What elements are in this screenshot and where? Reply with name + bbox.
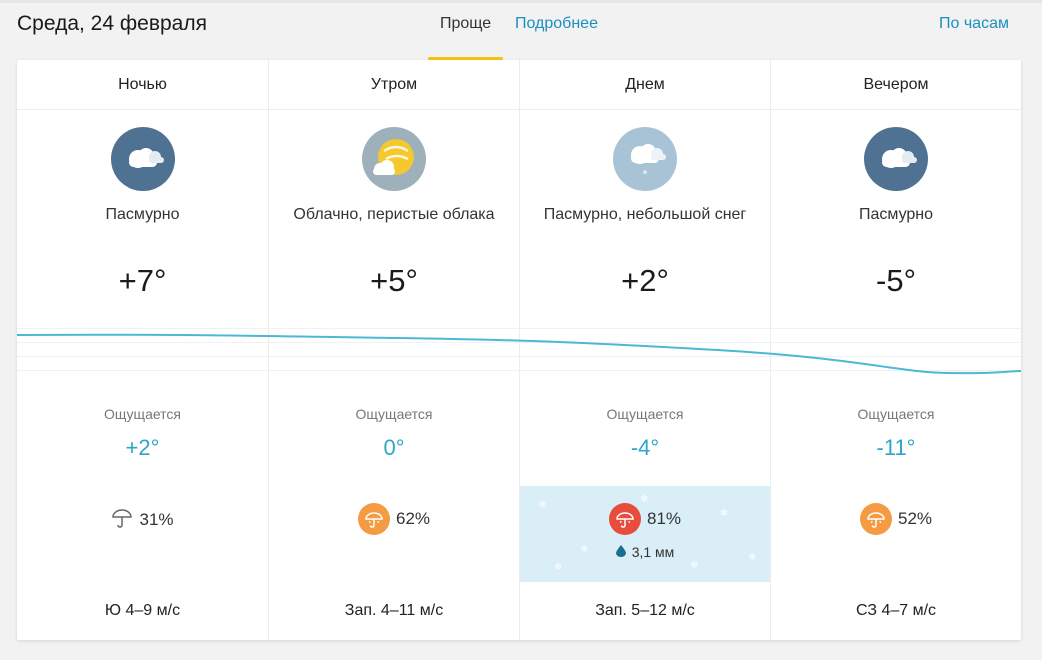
- droplet-icon: [615, 544, 626, 560]
- precip-amount: 3,1 мм: [520, 544, 770, 560]
- snow-background: ❄ ❄ ❄ ❄ ❄ ❄ ❄: [520, 486, 771, 582]
- umbrella-icon: [357, 503, 390, 535]
- precipitation: 81%: [520, 502, 770, 536]
- svg-text:*: *: [643, 169, 648, 180]
- condition-text: Пасмурно, небольшой снег: [543, 206, 747, 223]
- tab-simple[interactable]: Проще: [440, 15, 492, 32]
- feels-like-temp: -11°: [876, 435, 916, 460]
- forecast-card: Ночью Пасмурно +7° Ощущается +2°: [17, 60, 1021, 640]
- wind-text: Зап. 4–11 м/с: [344, 602, 444, 619]
- feels-like-label: Ощущается: [103, 406, 182, 422]
- precip-probability: 62%: [395, 509, 431, 528]
- overcast-icon: [864, 127, 928, 191]
- top-divider: [0, 0, 1042, 3]
- feels-like-label: Ощущается: [606, 406, 684, 422]
- condition-text: Пасмурно: [858, 206, 934, 223]
- precip-probability: 52%: [897, 509, 933, 528]
- wind-text: Зап. 5–12 м/с: [595, 602, 695, 619]
- umbrella-icon: [608, 503, 641, 535]
- period-night: Ночью Пасмурно +7° Ощущается +2°: [17, 60, 268, 640]
- precipitation: 62%: [269, 502, 519, 536]
- precipitation: 52%: [771, 502, 1021, 536]
- period-morning: Утром Облачно, перистые облака +5° Ощуща…: [268, 60, 519, 640]
- precip-probability: 81%: [646, 509, 682, 528]
- date-title: Среда, 24 февраля: [17, 12, 207, 35]
- by-hours-link[interactable]: По часам: [939, 15, 1009, 32]
- feels-like-label: Ощущается: [355, 406, 433, 422]
- umbrella-icon: [111, 507, 133, 534]
- temperature: +2°: [621, 263, 669, 298]
- precipitation: 31%: [17, 503, 268, 537]
- precip-probability: 31%: [139, 510, 174, 529]
- overcast-light-snow-icon: *: [613, 127, 677, 191]
- condition-text: Пасмурно: [105, 206, 180, 223]
- period-evening: Вечером Пасмурно -5° Ощущается -11°: [770, 60, 1021, 640]
- active-tab-indicator: [428, 57, 503, 60]
- feels-like-temp: 0°: [383, 435, 405, 460]
- tab-detailed[interactable]: Подробнее: [515, 15, 598, 32]
- overcast-icon: [110, 127, 175, 191]
- period-day: Днем * Пасмурно, небольшой снег +2° Ощущ…: [519, 60, 771, 640]
- feels-like-label: Ощущается: [857, 406, 935, 422]
- feels-like-temp: -4°: [630, 435, 660, 460]
- header-bar: Среда, 24 февраля Проще Подробнее По час…: [0, 0, 1042, 60]
- period-name: Ночью: [17, 60, 268, 110]
- period-name: Вечером: [771, 60, 1021, 110]
- wind-text: СЗ 4–7 м/с: [855, 602, 937, 619]
- temperature: +5°: [370, 263, 418, 298]
- feels-like-temp: +2°: [125, 435, 160, 460]
- temperature: -5°: [876, 263, 916, 298]
- period-name: Утром: [269, 60, 519, 110]
- precip-amount-value: 3,1 мм: [631, 544, 675, 560]
- wind-text: Ю 4–9 м/с: [104, 602, 181, 619]
- partly-cloudy-icon: [362, 127, 426, 191]
- umbrella-icon: [859, 503, 892, 535]
- period-name: Днем: [520, 60, 770, 110]
- temperature: +7°: [118, 263, 167, 298]
- condition-text: Облачно, перистые облака: [293, 206, 495, 223]
